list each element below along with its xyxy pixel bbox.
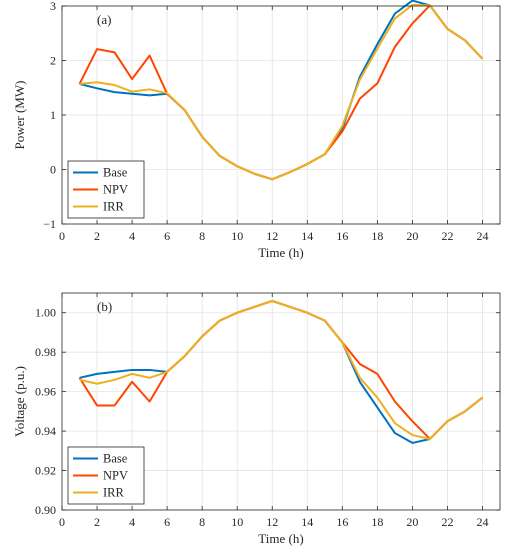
- x-tick-label: 2: [94, 515, 100, 529]
- x-tick-label: 2: [94, 229, 100, 243]
- legend-entry-irr: IRR: [103, 486, 125, 500]
- x-tick-label: 12: [266, 229, 278, 243]
- y-axis-label: Power (MW): [12, 81, 27, 150]
- x-tick-label: 4: [129, 515, 135, 529]
- x-axis-label: Time (h): [258, 245, 303, 260]
- legend-entry-npv: NPV: [103, 469, 128, 483]
- x-tick-label: 18: [371, 229, 383, 243]
- x-tick-label: 10: [231, 229, 243, 243]
- x-tick-label: 8: [199, 515, 205, 529]
- y-tick-label: 0.96: [35, 385, 56, 399]
- y-tick-label: 0.98: [35, 345, 56, 359]
- legend-entry-base: Base: [103, 452, 128, 466]
- x-axis-label: Time (h): [258, 531, 303, 546]
- series-line-irr: [79, 299, 484, 440]
- x-tick-label: 6: [164, 229, 170, 243]
- chart-panel-b: 0 2 4 6 8 10 12 14 16 18 20 22 240.900.920.940.960.9…: [12, 292, 501, 546]
- y-tick-label: 0.92: [35, 464, 56, 478]
- y-tick-label: 0: [50, 163, 56, 177]
- x-tick-label: 20: [406, 229, 418, 243]
- x-tick-label: 10: [231, 515, 243, 529]
- y-tick-label: 0.90: [35, 503, 56, 517]
- y-tick-label: 2: [50, 54, 56, 68]
- series-line-irr: [79, 3, 484, 181]
- y-tick-label: 3: [50, 0, 56, 13]
- x-tick-label: 0: [59, 229, 65, 243]
- x-tick-label: 24: [476, 229, 488, 243]
- x-tick-label: 12: [266, 515, 278, 529]
- x-tick-label: 0: [59, 515, 65, 529]
- x-tick-label: 16: [336, 515, 348, 529]
- x-tick-label: 24: [476, 515, 488, 529]
- panel-label: (a): [97, 12, 111, 27]
- y-tick-label: −1: [43, 217, 56, 231]
- legend-entry-irr: IRR: [103, 200, 125, 214]
- x-tick-label: 18: [371, 515, 383, 529]
- legend-entry-base: Base: [103, 166, 128, 180]
- x-tick-label: 20: [406, 515, 418, 529]
- x-tick-label: 6: [164, 515, 170, 529]
- axes-frame: [61, 292, 501, 511]
- x-tick-label: 22: [441, 229, 453, 243]
- x-tick-label: 14: [301, 515, 313, 529]
- x-tick-label: 22: [441, 515, 453, 529]
- x-tick-label: 4: [129, 229, 135, 243]
- y-tick-label: 1: [50, 108, 56, 122]
- x-tick-label: 8: [199, 229, 205, 243]
- y-tick-label: 1.00: [35, 306, 56, 320]
- y-axis-label: Voltage (p.u.): [12, 366, 27, 437]
- y-tick-label: 0.94: [35, 424, 56, 438]
- panel-label: (b): [97, 299, 112, 314]
- legend-entry-npv: NPV: [103, 183, 128, 197]
- series-line-npv: [78, 4, 484, 181]
- x-tick-label: 16: [336, 229, 348, 243]
- legend: Base NPV IRR: [67, 160, 145, 219]
- series-line-base: [79, 299, 484, 444]
- legend: Base NPV IRR: [67, 446, 145, 505]
- x-tick-label: 14: [301, 229, 313, 243]
